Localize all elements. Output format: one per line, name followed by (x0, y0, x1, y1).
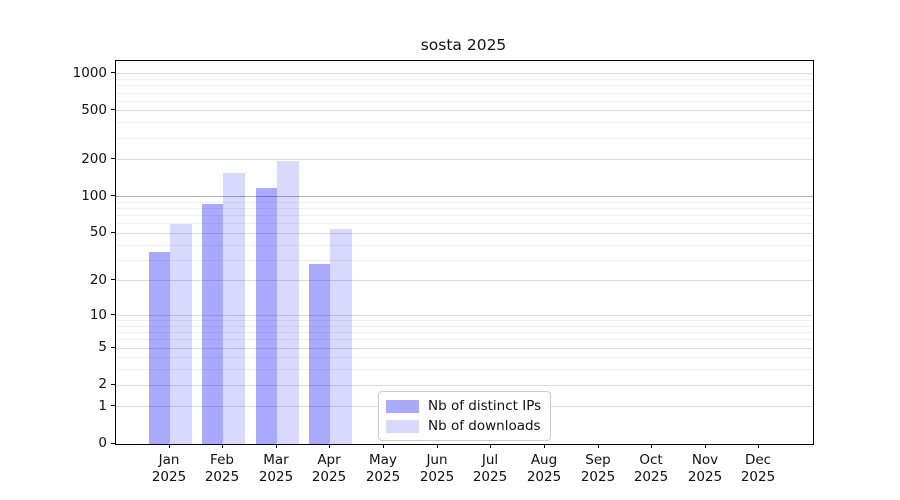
y-tick-label-50: 50 (89, 224, 107, 241)
gridline-minor (116, 325, 813, 327)
chart-title: sosta 2025 (420, 36, 507, 54)
gridline-y-500 (116, 110, 813, 112)
gridline-y-10 (116, 315, 813, 317)
gridline-minor (116, 357, 813, 359)
gridline-minor (116, 92, 813, 94)
x-tick-mark-aug-2025 (544, 444, 545, 448)
x-tick-label-sep-2025: Sep 2025 (580, 452, 616, 485)
x-tick-label-oct-2025: Oct 2025 (633, 452, 669, 485)
bar-nb-of-downloads-mar-2025 (277, 161, 299, 444)
y-tick-label-200: 200 (81, 150, 107, 167)
bar-nb-of-distinct-ips-jan-2025 (148, 252, 170, 444)
x-tick-label-jun-2025: Jun 2025 (419, 452, 455, 485)
gridline-minor (116, 79, 813, 81)
y-tick-label-5: 5 (98, 339, 107, 356)
y-tick-label-10: 10 (89, 306, 107, 323)
x-tick-label-apr-2025: Apr 2025 (311, 452, 347, 485)
gridline-minor (116, 100, 813, 102)
x-tick-label-nov-2025: Nov 2025 (687, 452, 723, 485)
y-tick-label-1: 1 (98, 397, 107, 414)
y-tick-mark-200 (111, 158, 115, 160)
y-tick-label-2: 2 (98, 376, 107, 393)
gridline-y-5 (116, 347, 813, 349)
x-tick-mark-jul-2025 (490, 444, 491, 448)
y-tick-label-500: 500 (81, 101, 107, 118)
x-tick-label-dec-2025: Dec 2025 (740, 452, 776, 485)
legend-swatch-downloads (386, 419, 419, 433)
y-tick-mark-1 (111, 405, 115, 407)
y-tick-mark-10 (111, 314, 115, 316)
y-tick-mark-1000 (111, 72, 115, 74)
x-tick-label-jan-2025: Jan 2025 (151, 452, 187, 485)
gridline-minor (116, 215, 813, 217)
bar-nb-of-downloads-feb-2025 (223, 173, 245, 444)
x-tick-label-mar-2025: Mar 2025 (258, 452, 294, 485)
gridline-minor (116, 320, 813, 322)
legend-entry-distinct-ips: Nb of distinct IPs (386, 398, 541, 414)
bar-nb-of-distinct-ips-apr-2025 (308, 263, 330, 444)
y-tick-label-20: 20 (89, 271, 107, 288)
gridline-minor (116, 85, 813, 87)
gridline-y-50 (116, 232, 813, 234)
x-tick-mark-nov-2025 (705, 444, 706, 448)
x-tick-mark-jan-2025 (169, 444, 170, 448)
plot-area (115, 60, 814, 445)
bar-nb-of-distinct-ips-mar-2025 (255, 187, 277, 444)
gridline-minor (116, 244, 813, 246)
gridline-y-200 (116, 159, 813, 161)
y-tick-mark-5 (111, 346, 115, 348)
gridline-minor (116, 137, 813, 139)
gridline-y-1000 (116, 73, 813, 75)
legend-label-distinct-ips: Nb of distinct IPs (428, 398, 542, 414)
chart-legend: Nb of distinct IPs Nb of downloads (378, 391, 552, 441)
x-tick-mark-oct-2025 (651, 444, 652, 448)
y-tick-mark-0 (111, 442, 115, 444)
legend-label-downloads: Nb of downloads (428, 418, 541, 434)
gridline-minor (116, 122, 813, 124)
gridline-y-20 (116, 280, 813, 282)
gridline-minor (116, 223, 813, 225)
x-tick-mark-jun-2025 (437, 444, 438, 448)
x-tick-label-feb-2025: Feb 2025 (204, 452, 240, 485)
y-tick-mark-100 (111, 195, 115, 197)
bar-nb-of-distinct-ips-feb-2025 (201, 203, 223, 444)
y-tick-mark-500 (111, 109, 115, 111)
y-tick-mark-2 (111, 383, 115, 385)
x-tick-mark-dec-2025 (758, 444, 759, 448)
gridline-minor (116, 208, 813, 210)
x-tick-label-jul-2025: Jul 2025 (472, 452, 508, 485)
y-tick-mark-20 (111, 279, 115, 281)
y-tick-label-1000: 1000 (72, 64, 107, 81)
x-tick-label-may-2025: May 2025 (365, 452, 401, 485)
gridline-y-2 (116, 384, 813, 386)
x-tick-mark-sep-2025 (598, 444, 599, 448)
x-tick-mark-may-2025 (383, 444, 384, 448)
x-tick-mark-feb-2025 (222, 444, 223, 448)
y-tick-mark-50 (111, 231, 115, 233)
bar-nb-of-downloads-jan-2025 (170, 223, 192, 444)
gridline-minor (116, 259, 813, 261)
gridline-minor (116, 369, 813, 371)
gridline-minor (116, 332, 813, 334)
x-tick-label-aug-2025: Aug 2025 (526, 452, 562, 485)
legend-entry-downloads: Nb of downloads (386, 418, 541, 434)
y-tick-label-100: 100 (81, 187, 107, 204)
legend-swatch-distinct-ips (386, 399, 419, 413)
gridline-y-100 (116, 196, 813, 198)
gridline-minor (116, 201, 813, 203)
x-tick-mark-mar-2025 (276, 444, 277, 448)
bar-nb-of-downloads-apr-2025 (330, 229, 352, 444)
gridline-minor (116, 339, 813, 341)
y-tick-label-0: 0 (98, 435, 107, 451)
x-tick-mark-apr-2025 (329, 444, 330, 448)
